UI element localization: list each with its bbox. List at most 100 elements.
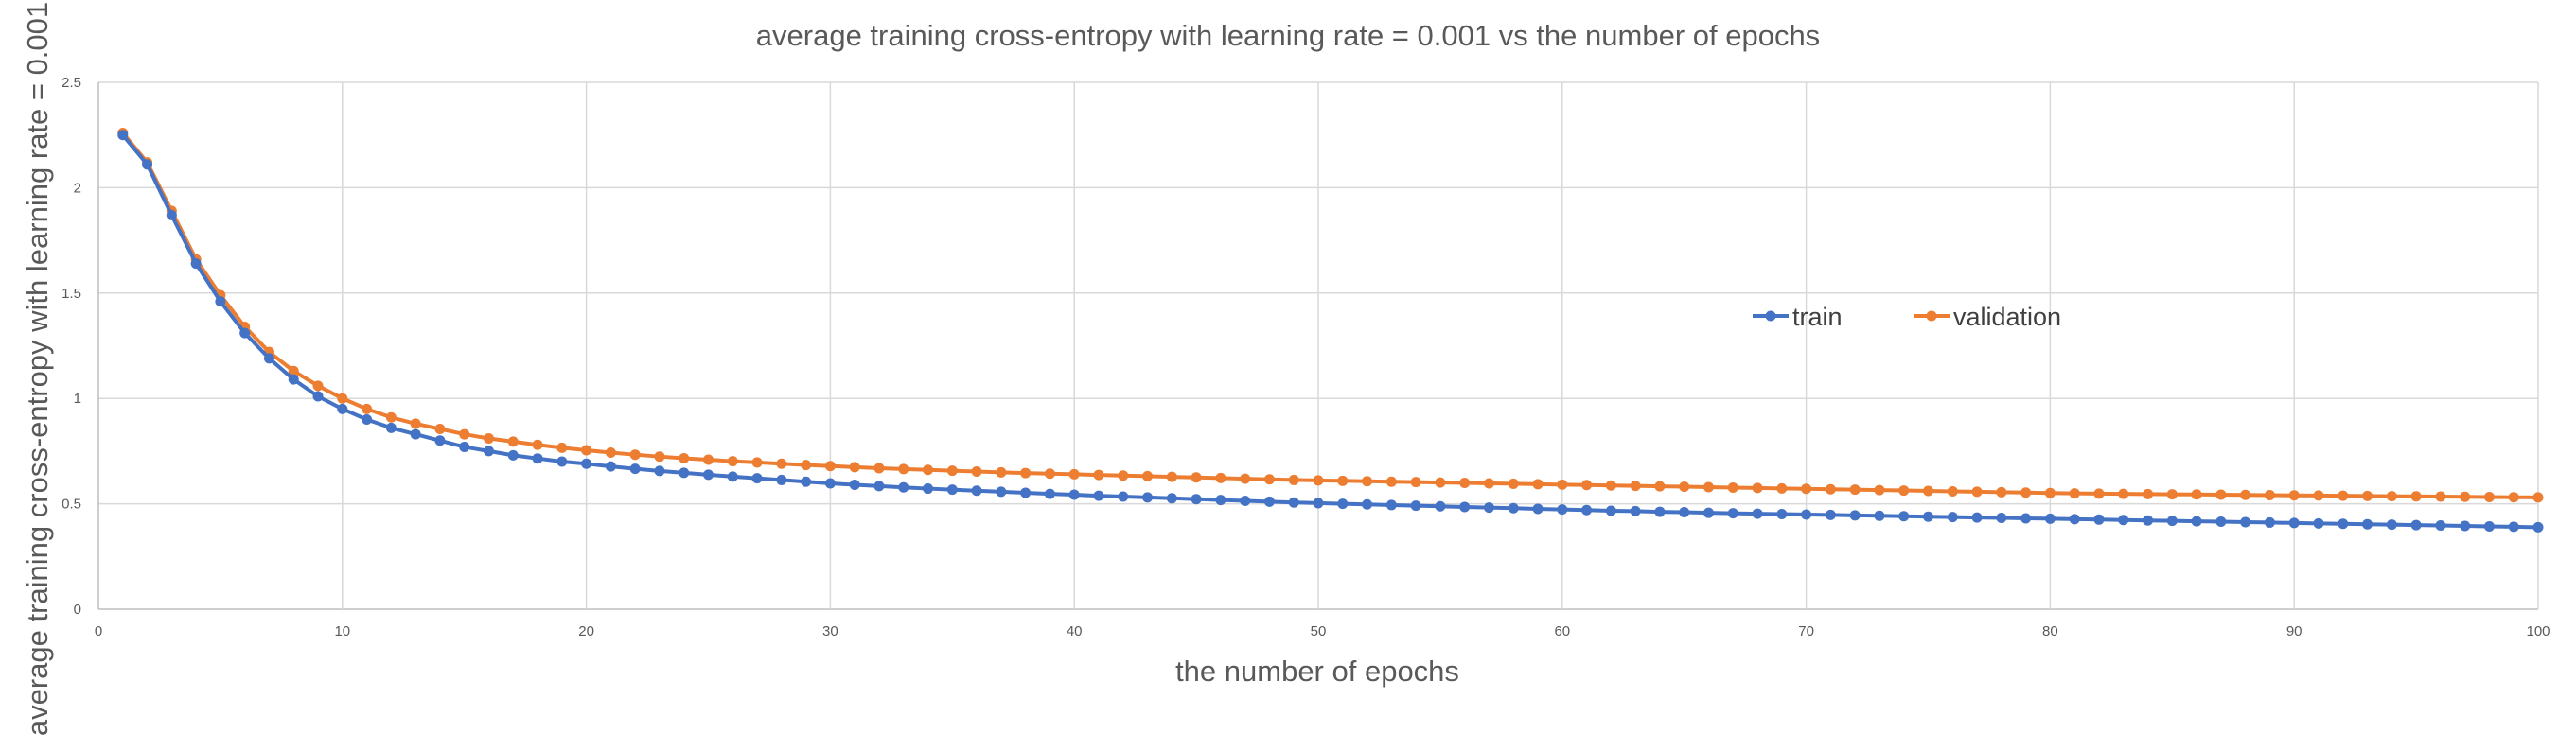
data-point-validation (459, 428, 470, 440)
x-tick-label: 60 (1554, 623, 1570, 639)
data-point-validation (1825, 483, 1836, 495)
data-point-train (1508, 502, 1519, 514)
data-point-train (751, 473, 763, 484)
data-point-validation (1654, 481, 1666, 492)
data-point-validation (824, 461, 836, 472)
data-point-train (1776, 509, 1788, 520)
data-point-validation (2191, 489, 2202, 500)
y-tick-label: 0.5 (62, 497, 81, 513)
data-point-train (556, 456, 568, 467)
data-point-validation (1703, 481, 1714, 493)
data-point-train (2508, 521, 2519, 533)
data-point-train (142, 159, 153, 170)
data-point-train (605, 461, 616, 472)
gridlines (97, 81, 2539, 610)
series-line-train (120, 132, 2540, 530)
data-point-train (1240, 495, 1251, 506)
legend-label: validation (1953, 303, 2061, 331)
data-point-validation (2044, 487, 2056, 498)
data-point-train (2338, 518, 2349, 530)
y-tick-label: 1.5 (62, 286, 81, 302)
data-point-train (385, 422, 397, 433)
data-point-validation (1215, 472, 1226, 483)
data-point-validation (1068, 468, 1080, 480)
data-point-train (507, 449, 519, 461)
axes: 0 0.5 1 1.5 2 2.5 0 10 20 30 40 50 60 70 80 90 100 (62, 75, 2550, 639)
data-point-train (337, 403, 348, 414)
data-point-validation (1971, 486, 1983, 498)
data-point-validation (2460, 491, 2471, 502)
data-point-train (1288, 497, 1299, 508)
data-point-train (1093, 490, 1104, 501)
data-point-train (1191, 494, 1202, 505)
series-line-validation (120, 131, 2540, 499)
y-axis-title: average training cross-entropy with lear… (21, 2, 54, 736)
data-point-validation (1630, 481, 1641, 492)
data-point-validation (1313, 475, 1324, 486)
data-point-validation (2166, 489, 2178, 500)
data-point-validation (507, 436, 519, 447)
data-point-validation (1337, 475, 1349, 486)
data-point-train (1166, 493, 1177, 504)
data-point-validation (2483, 491, 2495, 502)
data-point-validation (1191, 472, 1202, 483)
data-point-validation (1898, 485, 1910, 497)
data-point-validation (2093, 488, 2105, 499)
data-point-validation (1020, 467, 1032, 479)
data-point-validation (2313, 490, 2324, 501)
data-point-train (532, 453, 543, 464)
data-point-validation (1996, 486, 2007, 498)
data-point-validation (483, 433, 494, 445)
data-point-train (581, 458, 592, 469)
y-tick-label: 0 (74, 602, 81, 618)
data-point-train (801, 476, 812, 487)
data-point-train (1557, 504, 1568, 516)
data-point-train (1679, 507, 1690, 518)
data-point-validation (1288, 474, 1299, 485)
data-point-validation (2288, 490, 2300, 501)
data-point-train (1362, 498, 1373, 510)
data-point-train (971, 485, 982, 497)
data-point-validation (2435, 491, 2446, 502)
data-point-train (1727, 508, 1738, 519)
data-point-train (679, 467, 690, 479)
data-point-train (1825, 509, 1836, 520)
data-point-train (215, 296, 226, 307)
data-point-train (2313, 517, 2324, 529)
data-point-validation (703, 454, 714, 465)
y-tick-label: 2.5 (62, 75, 81, 91)
data-point-train (434, 435, 446, 446)
data-point-train (1410, 500, 1421, 512)
data-point-train (288, 374, 299, 385)
data-point-validation (2386, 491, 2397, 502)
data-point-train (2288, 517, 2300, 529)
data-point-train (2215, 516, 2227, 528)
data-point-validation (1776, 482, 1788, 494)
x-tick-label: 20 (578, 623, 594, 639)
data-point-train (1044, 488, 1055, 499)
data-point-validation (2118, 488, 2129, 499)
data-point-train (1947, 512, 1958, 523)
data-point-train (362, 413, 373, 425)
data-point-train (1142, 492, 1154, 503)
data-point-validation (1508, 478, 1519, 489)
data-point-validation (288, 365, 299, 376)
data-point-train (727, 471, 738, 482)
data-point-validation (2215, 489, 2227, 500)
data-point-validation (1483, 478, 1494, 489)
data-point-train (898, 481, 909, 493)
data-point-train (654, 465, 665, 477)
data-point-train (483, 446, 494, 457)
data-point-train (2264, 516, 2275, 528)
data-point-train (190, 258, 202, 270)
data-point-validation (410, 418, 421, 429)
data-point-validation (679, 452, 690, 463)
data-point-train (1581, 504, 1593, 516)
data-point-validation (801, 460, 812, 471)
data-point-train (946, 484, 958, 496)
data-point-validation (385, 411, 397, 423)
x-tick-label: 0 (95, 623, 102, 639)
data-point-validation (1240, 473, 1251, 484)
data-point-train (849, 480, 860, 491)
